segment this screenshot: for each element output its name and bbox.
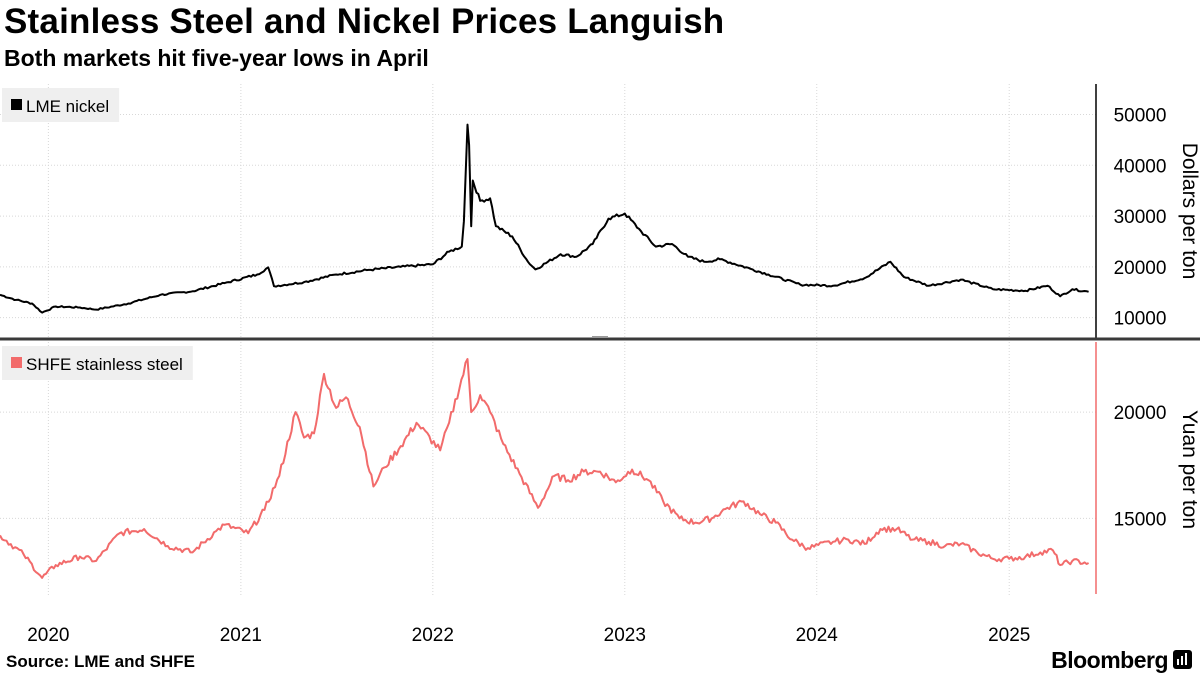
chart-title: Stainless Steel and Nickel Prices Langui… [4,2,725,41]
source-note: Source: LME and SHFE [6,652,195,671]
x-tick-label-2024: 2024 [796,625,839,646]
legend-label: SHFE stainless steel [26,355,183,374]
x-tick-label-2020: 2020 [27,625,69,646]
chart-subtitle: Both markets hit five-year lows in April [4,45,429,71]
y-tick-label-10000: 10000 [1114,309,1167,330]
x-tick-label-2025: 2025 [988,625,1030,646]
x-tick-label-2023: 2023 [604,625,646,646]
y-tick-label-40000: 40000 [1114,156,1167,177]
y-tick-label-20000: 20000 [1114,403,1167,424]
y-tick-label-20000: 20000 [1114,258,1167,279]
y-axis-title-top: Dollars per ton [1178,143,1200,280]
brand-wordmark: Bloomberg [1051,647,1168,673]
y-tick-label-15000: 15000 [1114,509,1167,530]
y-tick-label-50000: 50000 [1114,105,1167,126]
bloomberg-terminal-icon [1173,650,1192,669]
y-tick-label-30000: 30000 [1114,207,1167,228]
panel-divider-handle [592,336,608,338]
x-tick-label-2022: 2022 [412,625,454,646]
y-axis-title-bottom: Yuan per ton [1178,410,1200,529]
legend-label: LME nickel [26,97,109,116]
legend-lme-nickel: LME nickel [2,88,120,122]
x-tick-label-2021: 2021 [220,625,262,646]
legend-swatch [11,99,22,110]
series-line-shfe-stainless-steel [0,358,1090,579]
legend-shfe-stainless-steel: SHFE stainless steel [2,346,193,380]
legend-background [2,346,193,380]
series-line-lme-nickel [0,123,1089,314]
legend-swatch [11,357,22,368]
